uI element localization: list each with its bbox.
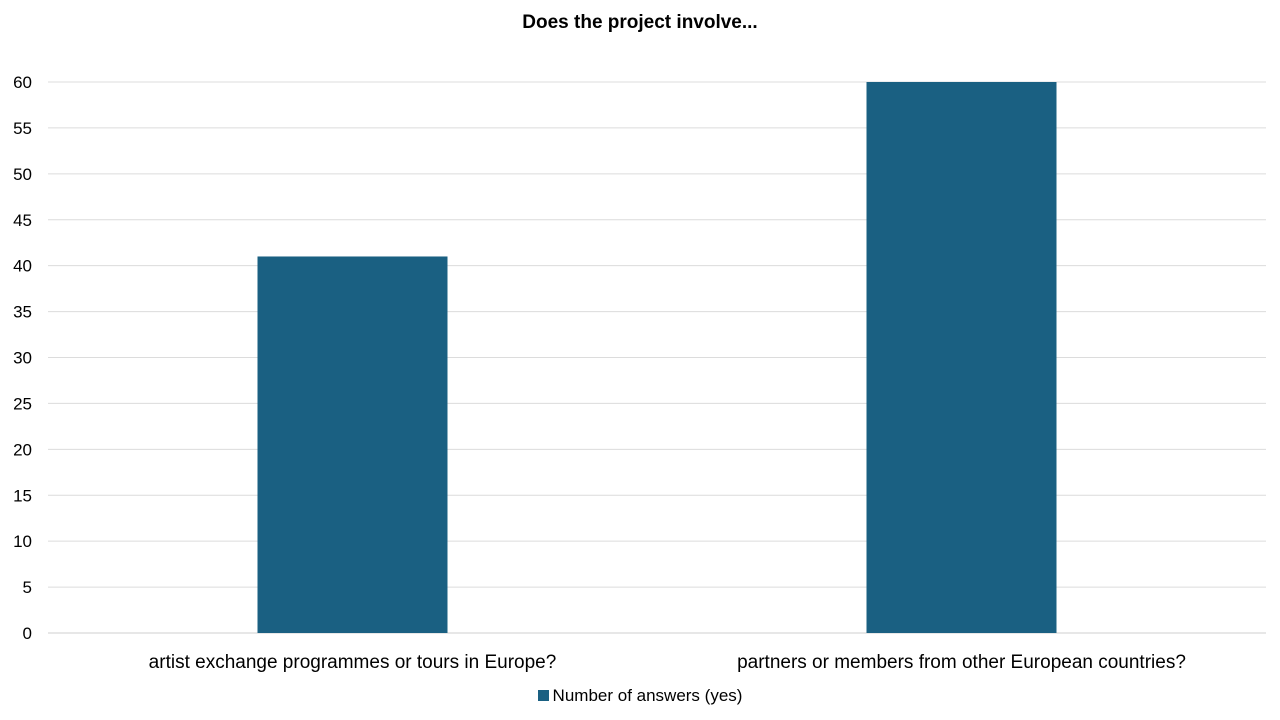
- chart-title: Does the project involve...: [522, 12, 758, 33]
- y-tick-label: 60: [13, 73, 32, 92]
- bar: [866, 82, 1057, 633]
- y-tick-label: 20: [13, 440, 32, 459]
- gridlines: [48, 81, 1266, 634]
- bar: [257, 256, 448, 633]
- y-tick-label: 50: [13, 165, 32, 184]
- y-tick-label: 35: [13, 303, 32, 322]
- legend-label: Number of answers (yes): [552, 686, 743, 705]
- y-tick-label: 5: [23, 578, 32, 597]
- y-tick-label: 15: [13, 486, 32, 505]
- y-tick-label: 25: [13, 394, 32, 413]
- x-tick-label: artist exchange programmes or tours in E…: [149, 652, 557, 673]
- legend-swatch: [537, 690, 549, 701]
- y-tick-label: 30: [13, 349, 32, 368]
- y-tick-label: 40: [13, 257, 32, 276]
- y-tick-label: 45: [13, 211, 32, 230]
- x-tick-label: partners or members from other European …: [737, 652, 1186, 673]
- legend: Number of answers (yes): [0, 686, 1280, 706]
- y-tick-label: 0: [23, 624, 32, 643]
- bars: [257, 82, 1057, 633]
- x-axis-labels: artist exchange programmes or tours in E…: [149, 652, 1186, 673]
- y-tick-label: 10: [13, 532, 32, 551]
- y-axis-ticks: 0 5 10 15 20 25 30 35 40 45 50 55 60: [13, 73, 32, 643]
- y-tick-label: 55: [13, 119, 32, 138]
